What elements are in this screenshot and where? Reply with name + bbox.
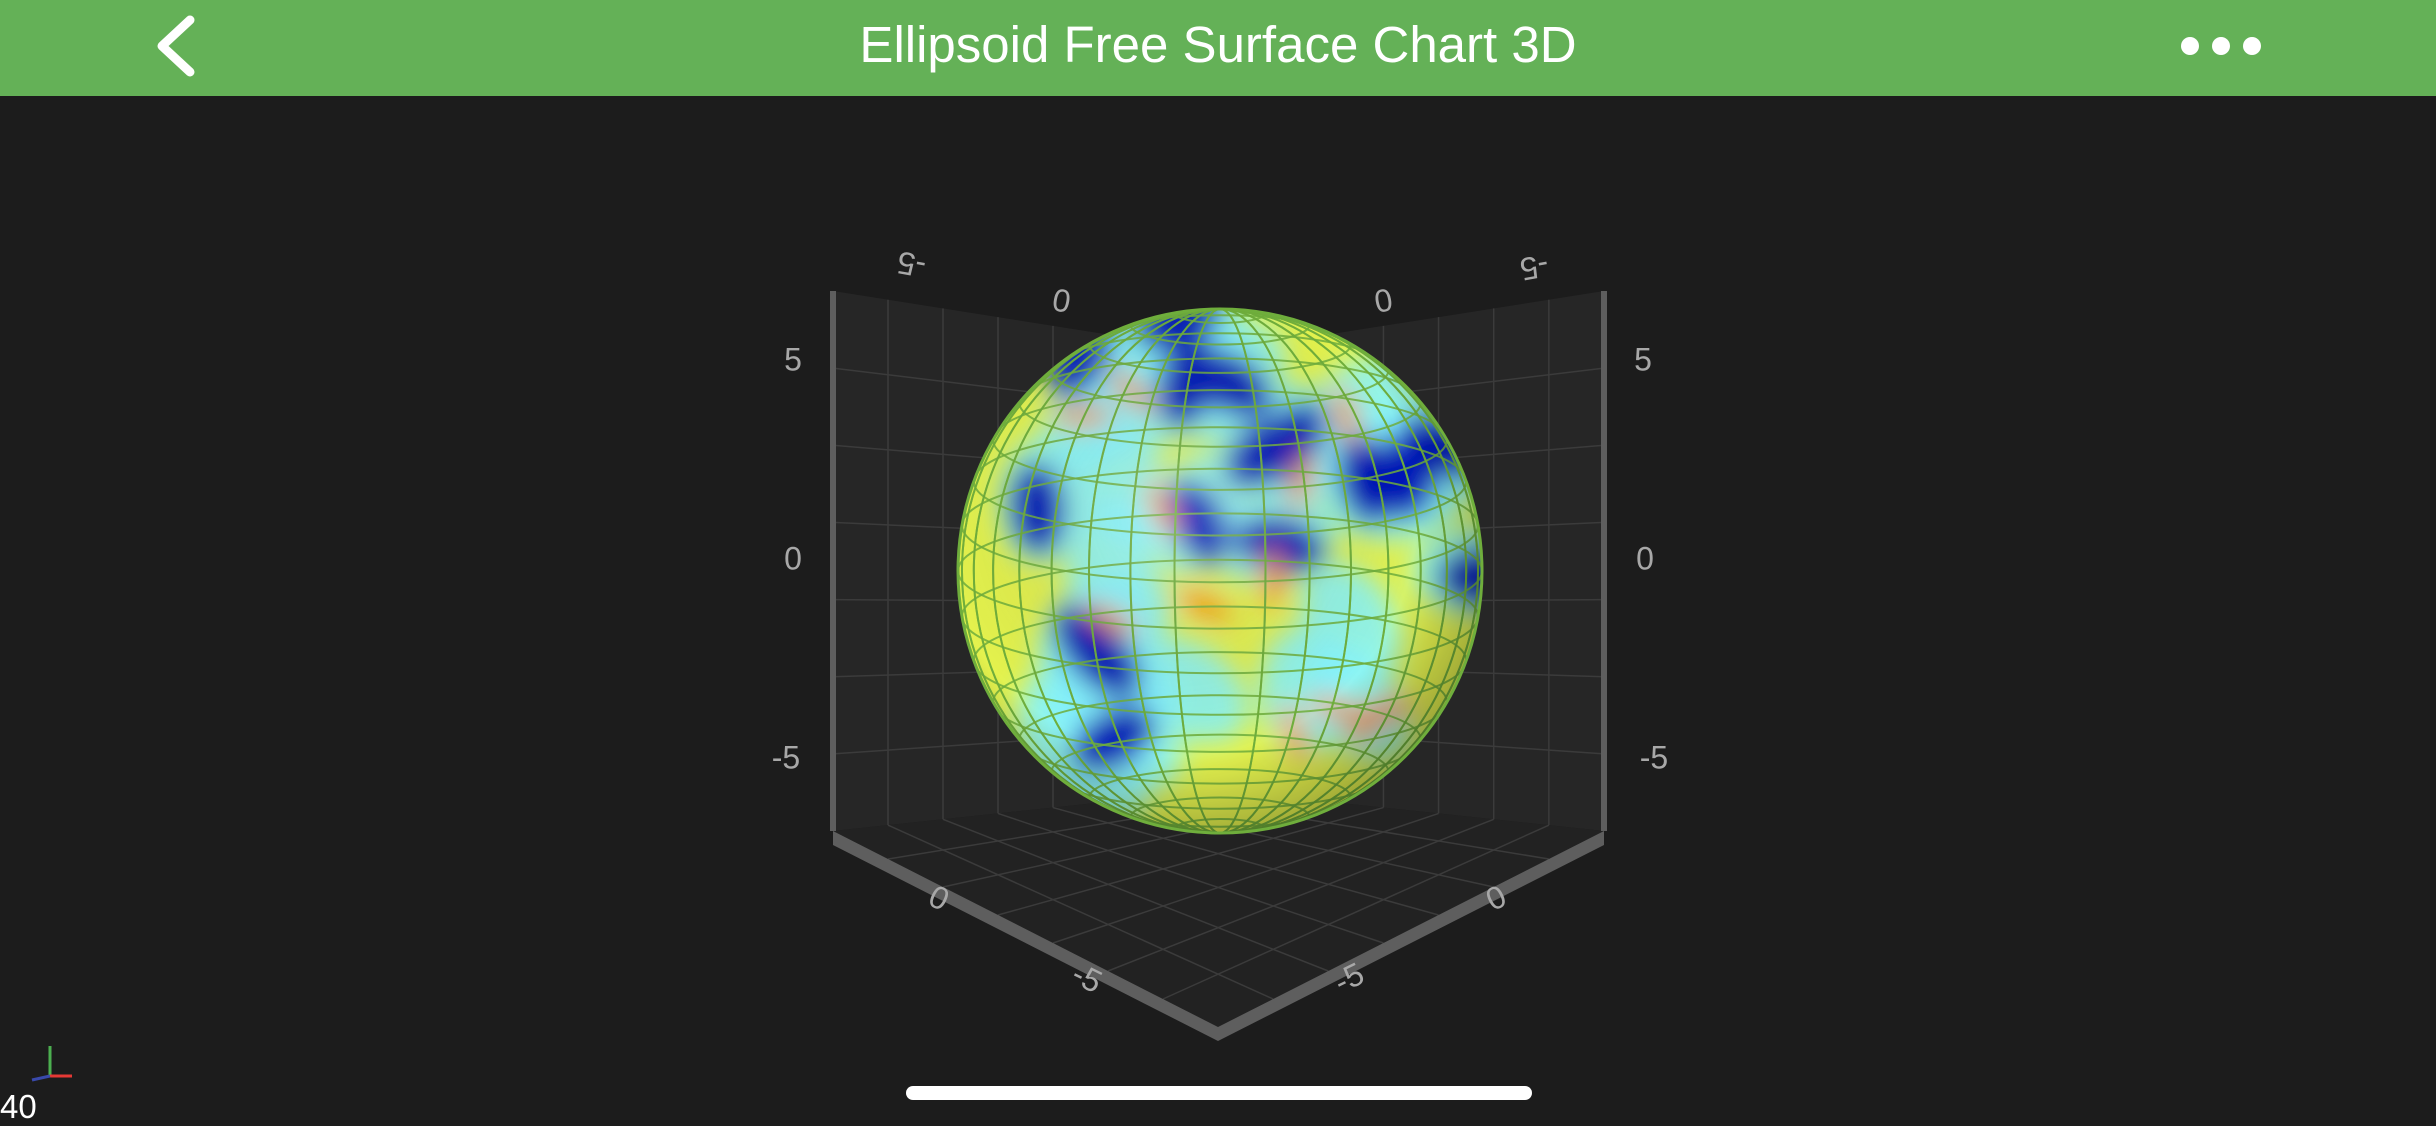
nav-bar: Ellipsoid Free Surface Chart 3D [0,0,2436,96]
more-options-icon[interactable] [2176,28,2266,64]
tick-label-back-right: -5 [1517,247,1551,287]
surface-chart-3d[interactable]: -50 0-550-550-50-50-5 [0,96,2436,1125]
surface-outline [956,307,1484,835]
tick-label-vertical-left: -5 [772,739,800,775]
tick-label-vertical-right: 0 [1636,540,1654,576]
page-title: Ellipsoid Free Surface Chart 3D [859,16,1577,73]
tick-label-back-left: 0 [1050,281,1074,320]
tick-label-back-left: -5 [894,244,928,284]
surface-shading [958,309,1482,833]
tick-label-vertical-right: -5 [1640,739,1668,775]
orientation-axes-icon [31,1046,72,1082]
tick-label-back-right: 0 [1372,281,1396,320]
fps-counter: 40 [0,1088,37,1125]
home-indicator[interactable] [906,1086,1532,1100]
back-chevron-icon[interactable] [148,14,208,78]
tick-label-vertical-left: 5 [784,341,802,377]
tick-label-vertical-right: 5 [1634,341,1652,377]
tick-label-vertical-left: 0 [784,540,802,576]
